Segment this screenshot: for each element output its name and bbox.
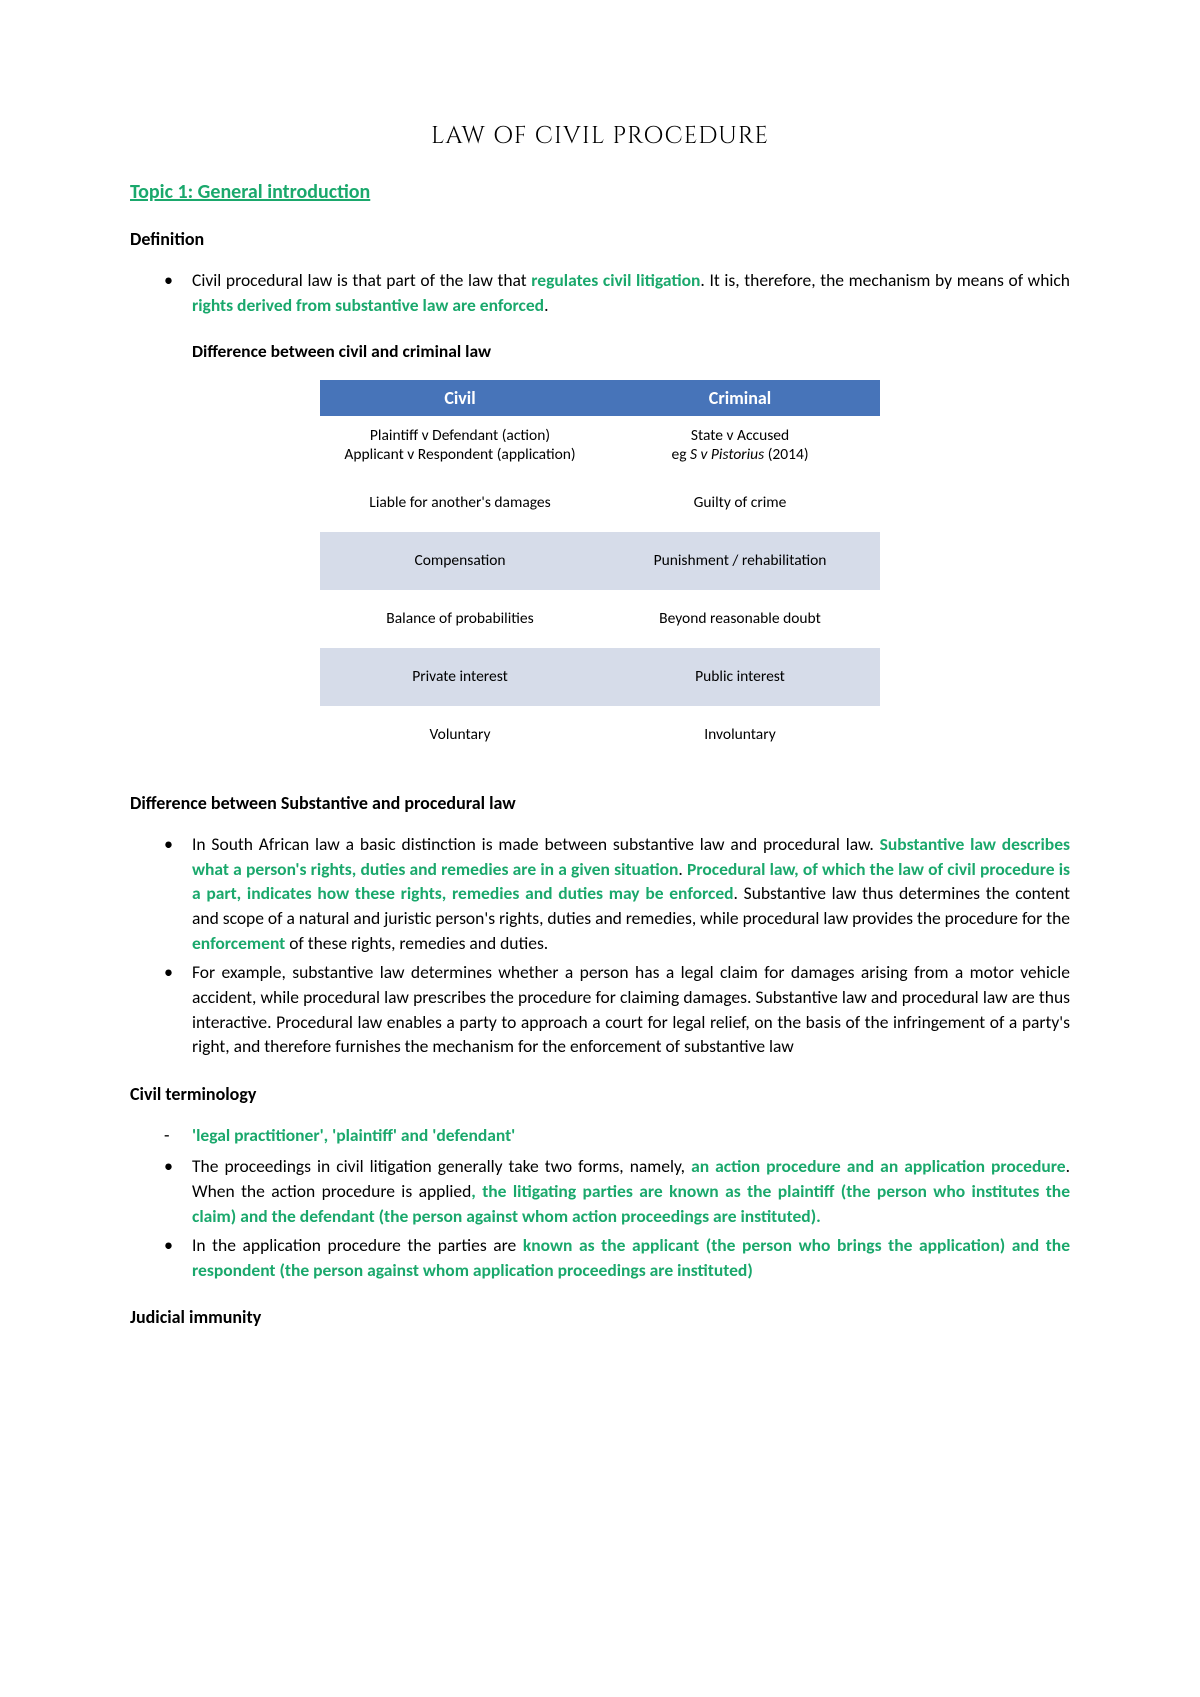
section-heading-substantive: Difference between Substantive and proce…	[130, 792, 1070, 814]
highlight-text: enforcement	[192, 932, 285, 954]
table-cell: Voluntary	[320, 706, 600, 764]
page-title: LAW OF CIVIL PROCEDURE	[130, 120, 1070, 152]
list-item: 'legal practitioner', 'plaintiff' and 'd…	[192, 1123, 1070, 1148]
table-row: Plaintiff v Defendant (action) Applicant…	[320, 416, 880, 474]
list-item: Civil procedural law is that part of the…	[192, 268, 1070, 318]
document-page: LAW OF CIVIL PROCEDURE Topic 1: General …	[0, 0, 1200, 1697]
table-row: Voluntary Involuntary	[320, 706, 880, 764]
table-cell: Beyond reasonable doubt	[600, 590, 880, 648]
section-heading-terminology: Civil terminology	[130, 1083, 1070, 1105]
civil-criminal-table: Civil Criminal Plaintiff v Defendant (ac…	[320, 380, 880, 764]
table-header-civil: Civil	[320, 380, 600, 416]
text: Applicant v Respondent (application)	[344, 445, 575, 464]
list-item: In South African law a basic distinction…	[192, 832, 1070, 956]
text: eg	[671, 445, 690, 464]
substantive-list: In South African law a basic distinction…	[130, 832, 1070, 1060]
list-item: For example, substantive law determines …	[192, 960, 1070, 1059]
text-italic: S v Pistorius	[690, 445, 764, 464]
table-cell: Private interest	[320, 648, 600, 706]
highlight-text: an action procedure and an application p…	[691, 1155, 1066, 1177]
table-cell: Compensation	[320, 532, 600, 590]
text: Plaintiff v Defendant (action)	[370, 426, 550, 445]
highlight-text: 'legal practitioner', 'plaintiff' and 'd…	[192, 1124, 515, 1146]
text: (2014)	[764, 445, 808, 464]
highlight-text: rights derived from substantive law are …	[192, 294, 544, 316]
text: .	[678, 858, 687, 880]
table-cell: State v Accused eg S v Pistorius (2014)	[600, 416, 880, 474]
table-cell: Guilty of crime	[600, 474, 880, 532]
table-header-criminal: Criminal	[600, 380, 880, 416]
text: In South African law a basic distinction…	[192, 833, 880, 855]
table-cell: Public interest	[600, 648, 880, 706]
text: . It is, therefore, the mechanism by mea…	[700, 269, 1070, 291]
table-cell: Punishment / rehabilitation	[600, 532, 880, 590]
table-row: Private interest Public interest	[320, 648, 880, 706]
table-cell: Involuntary	[600, 706, 880, 764]
text: State v Accused	[691, 426, 789, 445]
table-cell: Liable for another's damages	[320, 474, 600, 532]
topic-heading: Topic 1: General introduction	[130, 180, 1070, 204]
list-item: The proceedings in civil litigation gene…	[192, 1154, 1070, 1229]
highlight-text: regulates civil litigation	[531, 269, 700, 291]
table-cell: Plaintiff v Defendant (action) Applicant…	[320, 416, 600, 474]
text: .	[544, 294, 548, 316]
table-row: Liable for another's damages Guilty of c…	[320, 474, 880, 532]
list-item: In the application procedure the parties…	[192, 1233, 1070, 1283]
section-heading-judicial: Judicial immunity	[130, 1306, 1070, 1328]
table-cell: Balance of probabilities	[320, 590, 600, 648]
terminology-dash-list: 'legal practitioner', 'plaintiff' and 'd…	[130, 1123, 1070, 1148]
table-row: Balance of probabilities Beyond reasonab…	[320, 590, 880, 648]
definition-list: Civil procedural law is that part of the…	[130, 268, 1070, 318]
sub-heading: Difference between civil and criminal la…	[192, 340, 1070, 362]
text: In the application procedure the parties…	[192, 1234, 523, 1256]
table-row: Compensation Punishment / rehabilitation	[320, 532, 880, 590]
section-heading-definition: Definition	[130, 228, 1070, 250]
text: of these rights, remedies and duties.	[285, 932, 548, 954]
text: Civil procedural law is that part of the…	[192, 269, 531, 291]
text: The proceedings in civil litigation gene…	[192, 1155, 691, 1177]
terminology-list: The proceedings in civil litigation gene…	[130, 1154, 1070, 1282]
